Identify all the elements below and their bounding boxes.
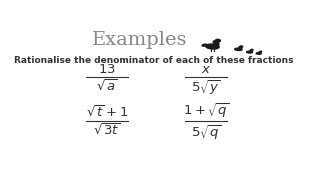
Text: $\sqrt{a}$: $\sqrt{a}$ <box>96 78 118 94</box>
Text: $13$: $13$ <box>98 63 116 76</box>
Ellipse shape <box>247 51 252 53</box>
Circle shape <box>240 46 243 47</box>
Text: $1+\sqrt{q}$: $1+\sqrt{q}$ <box>183 101 229 120</box>
Text: $\sqrt{t}+1$: $\sqrt{t}+1$ <box>86 105 128 120</box>
Text: $5\sqrt{q}$: $5\sqrt{q}$ <box>191 123 221 142</box>
Text: Examples: Examples <box>92 31 187 49</box>
Text: $x$: $x$ <box>201 63 211 76</box>
Text: Rationalise the denominator of each of these fractions: Rationalise the denominator of each of t… <box>14 56 294 65</box>
Circle shape <box>251 49 253 51</box>
Circle shape <box>215 39 220 42</box>
Ellipse shape <box>256 53 261 54</box>
Ellipse shape <box>250 50 252 52</box>
Ellipse shape <box>239 47 242 49</box>
Ellipse shape <box>259 52 261 53</box>
Ellipse shape <box>202 44 207 46</box>
Ellipse shape <box>235 48 242 50</box>
Ellipse shape <box>213 41 219 45</box>
Ellipse shape <box>206 44 219 49</box>
Circle shape <box>260 51 261 52</box>
Text: $\sqrt{3t}$: $\sqrt{3t}$ <box>93 123 121 138</box>
Text: $5\sqrt{y}$: $5\sqrt{y}$ <box>191 78 221 97</box>
